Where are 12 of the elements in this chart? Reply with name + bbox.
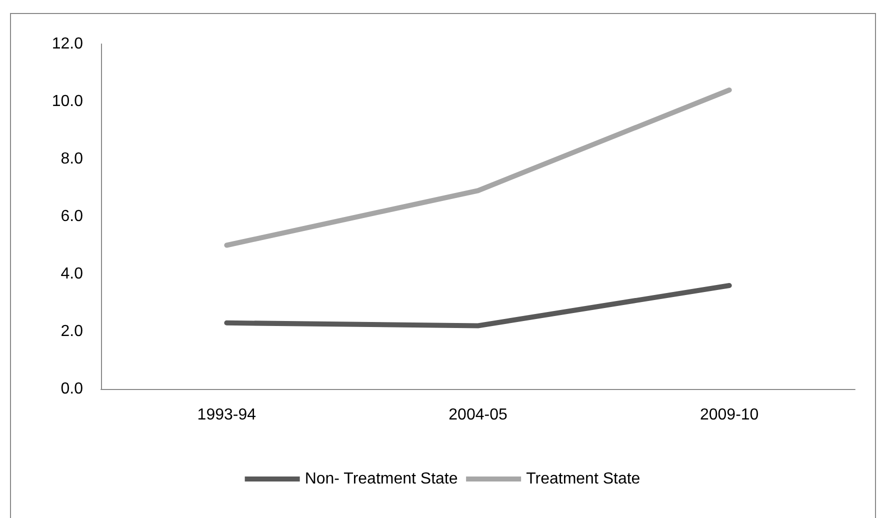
x-tick-label: 2009-10 [700, 406, 759, 424]
y-tick-label: 0.0 [60, 380, 84, 398]
y-tick-label: 6.0 [60, 208, 84, 225]
y-tick-label: 12.0 [52, 36, 84, 52]
y-tick-label: 4.0 [60, 266, 84, 282]
y-tick-label: 2.0 [60, 323, 84, 340]
legend-label: Treatment State [526, 470, 640, 488]
x-tick-label: 2004-05 [448, 406, 508, 424]
x-tick-label: 1993-94 [197, 406, 256, 424]
legend-label: Non- Treatment State [304, 470, 458, 488]
y-tick-label: 8.0 [60, 150, 84, 168]
y-tick-label: 10.0 [52, 93, 84, 110]
